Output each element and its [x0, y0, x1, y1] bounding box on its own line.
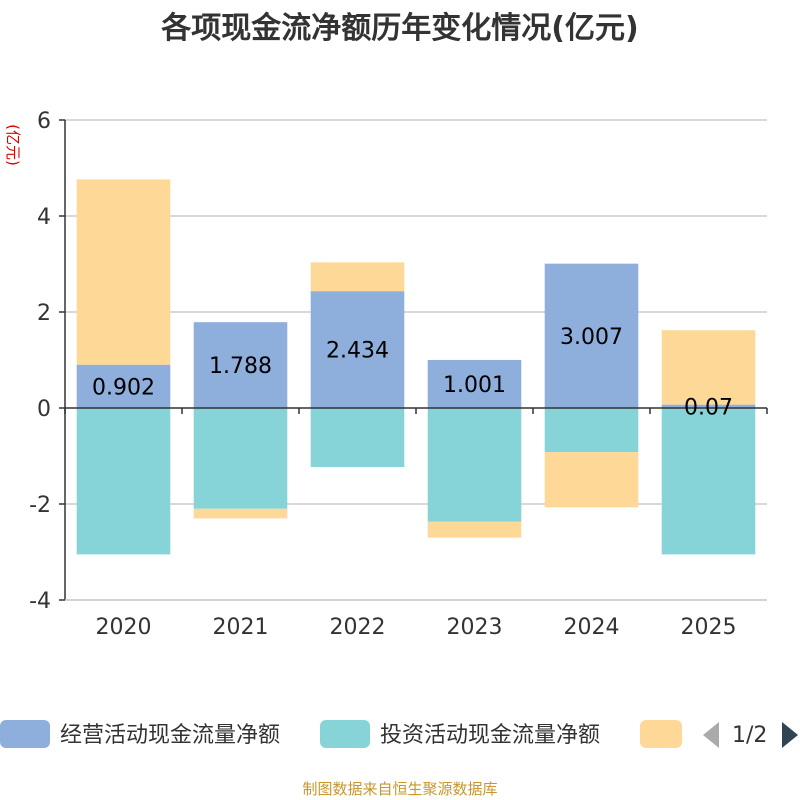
legend-next-page-icon[interactable]	[782, 722, 798, 748]
data-label: 1.788	[209, 354, 272, 379]
data-label: 3.007	[560, 325, 623, 350]
x-ticks: 2020 2021 2022 2023 2024 2025	[96, 615, 737, 640]
data-label: 2.434	[326, 339, 389, 364]
legend-swatch-operating[interactable]	[0, 720, 50, 748]
data-label: 0.07	[684, 395, 733, 420]
bars	[76, 179, 756, 555]
bar-operating[interactable]	[310, 291, 405, 408]
x-tick-label: 2021	[213, 615, 269, 640]
legend-swatch-investing[interactable]	[320, 720, 370, 748]
legend-label-operating[interactable]: 经营活动现金流量净额	[60, 723, 280, 748]
y-tick-label: 2	[37, 301, 51, 326]
bar-investing[interactable]	[193, 408, 288, 509]
data-label: 0.902	[92, 375, 155, 400]
bar-operating[interactable]	[544, 263, 639, 408]
data-source-note: 制图数据来自恒生聚源数据库	[302, 780, 497, 798]
bar-financing[interactable]	[76, 179, 171, 365]
x-tick-label: 2023	[447, 615, 503, 640]
x-tick-label: 2022	[330, 615, 386, 640]
bar-investing[interactable]	[76, 408, 171, 555]
bar-financing[interactable]	[544, 452, 639, 508]
bar-financing[interactable]	[427, 521, 522, 538]
bar-financing[interactable]	[661, 330, 756, 405]
bar-operating[interactable]	[76, 364, 171, 408]
legend: 经营活动现金流量净额 投资活动现金流量净额 1/2	[0, 720, 798, 748]
bar-investing[interactable]	[544, 408, 639, 453]
x-tick-label: 2024	[564, 615, 620, 640]
data-labels: 0.902 1.788 2.434 1.001 3.007 0.07	[92, 325, 733, 420]
bar-operating[interactable]	[661, 404, 756, 408]
y-tick-label: 0	[37, 397, 51, 422]
x-tick-label: 2025	[681, 615, 737, 640]
data-label: 1.001	[443, 373, 506, 398]
legend-label-investing[interactable]: 投资活动现金流量净额	[380, 723, 600, 748]
y-tick-label: 4	[37, 205, 51, 230]
y-axis-label: (亿元)	[4, 124, 22, 166]
y-tick-label: -2	[29, 493, 51, 518]
x-tick-label: 2020	[96, 615, 152, 640]
y-tick-label: -4	[29, 589, 51, 614]
y-ticks: -4 -2 0 2 4 6	[29, 109, 65, 614]
bar-operating[interactable]	[427, 359, 522, 408]
y-tick-label: 6	[37, 109, 51, 134]
chart-title: 各项现金流净额历年变化情况(亿元)	[160, 11, 638, 46]
bar-investing[interactable]	[661, 408, 756, 555]
axes	[64, 120, 768, 601]
legend-prev-page-icon[interactable]	[703, 722, 719, 748]
bar-financing[interactable]	[193, 508, 288, 519]
bar-investing[interactable]	[427, 408, 522, 522]
bar-financing[interactable]	[310, 262, 405, 292]
bar-investing[interactable]	[310, 408, 405, 468]
legend-swatch-financing[interactable]	[640, 720, 682, 748]
bar-operating[interactable]	[193, 322, 288, 408]
legend-page-indicator: 1/2	[732, 723, 767, 748]
